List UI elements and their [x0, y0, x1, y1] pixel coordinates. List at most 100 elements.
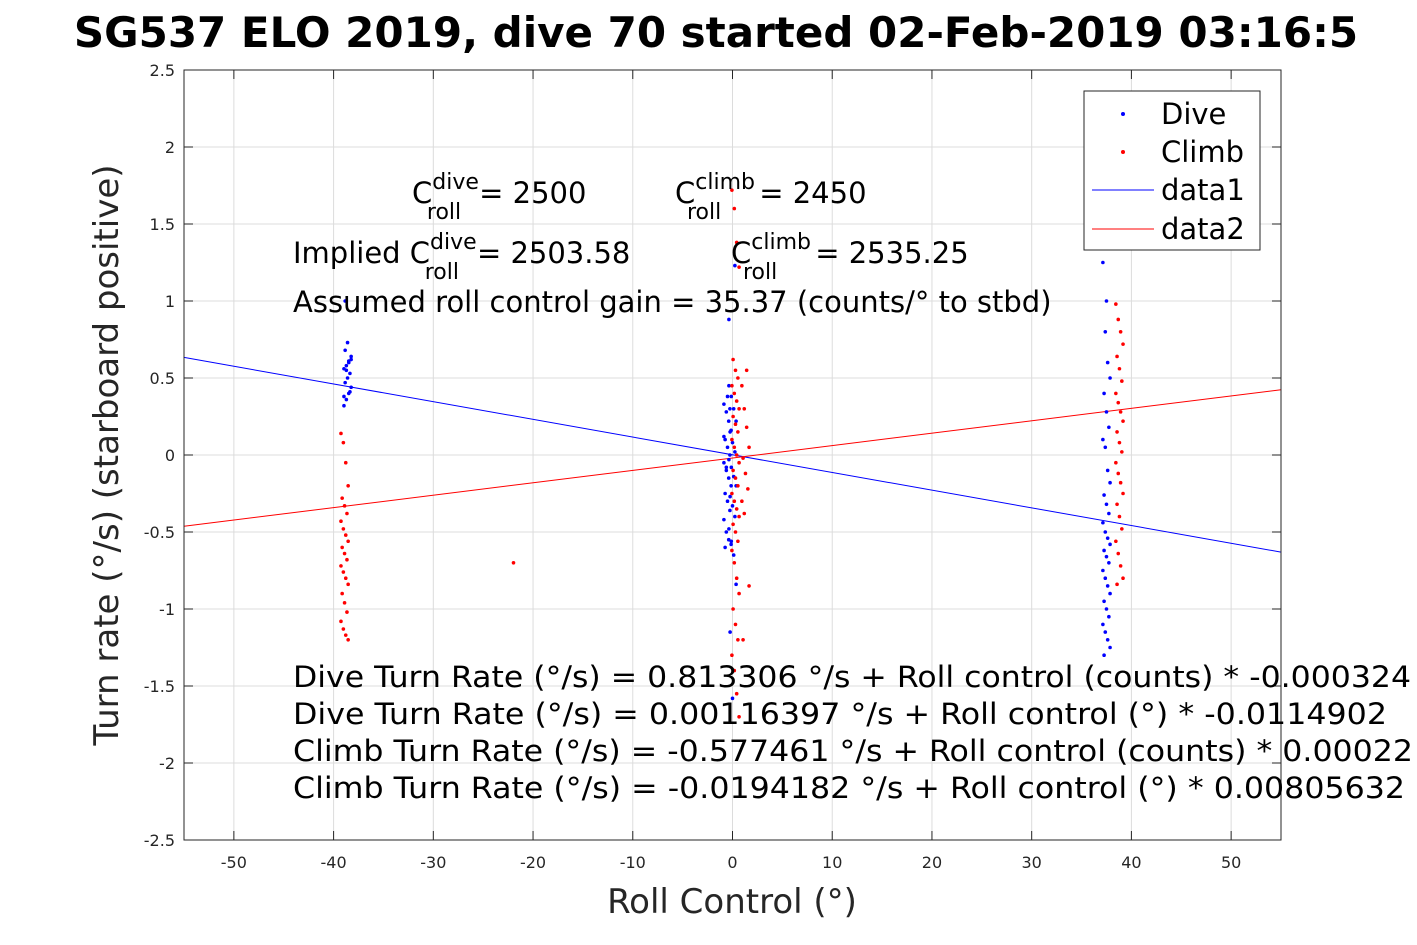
- dive-point: [1102, 599, 1106, 604]
- dive-point: [1103, 445, 1108, 450]
- climb-point: [730, 653, 734, 657]
- y-axis-label: Turn rate (°/s) (starboard positive): [87, 164, 127, 746]
- climb-point: [747, 584, 751, 588]
- y-tick-label: 0.5: [150, 369, 175, 388]
- climb-point: [743, 471, 748, 476]
- dive-point: [722, 402, 726, 406]
- c-climb-annotation: Cclimb roll = 2450: [675, 170, 867, 225]
- equation-1: Dive Turn Rate (°/s) = 0.813306 °/s + Ro…: [293, 660, 1411, 694]
- climb-point: [343, 633, 348, 637]
- implied-dive-sup: dive: [430, 230, 477, 255]
- climb-point: [744, 368, 749, 373]
- climb-point: [1117, 440, 1122, 445]
- c-climb-sup: climb: [695, 170, 755, 195]
- dive-point: [734, 419, 738, 423]
- dive-point: [723, 491, 727, 496]
- dive-point: [729, 539, 734, 544]
- climb-point: [746, 487, 750, 491]
- legend-data2-label: data2: [1161, 212, 1245, 246]
- dive-point: [727, 457, 731, 462]
- climb-point: [736, 638, 740, 642]
- climb-point: [342, 551, 347, 556]
- axis-ticks: -50 -40 -30 -20 -10 0 10 20 30 40 50-2.5-2-1.5-1-0…: [144, 61, 1281, 872]
- c-dive-sub: roll: [427, 200, 461, 225]
- dive-point: [729, 542, 733, 547]
- x-axis-label: Roll Control (°): [607, 882, 857, 922]
- dive-point: [729, 484, 733, 488]
- implied-climb-label: C: [731, 236, 751, 270]
- dive-point: [1108, 480, 1112, 485]
- y-tick-label: -2.5: [144, 831, 175, 850]
- climb-point: [732, 499, 737, 504]
- climb-point: [1114, 302, 1118, 306]
- climb-point: [341, 627, 346, 631]
- dive-point: [1101, 520, 1105, 525]
- equation-4: Climb Turn Rate (°/s) = -0.0194182 °/s +…: [293, 771, 1405, 805]
- dive-point: [1104, 299, 1109, 303]
- dive-point: [1103, 530, 1108, 534]
- dive-point: [1108, 542, 1112, 547]
- climb-point: [733, 622, 738, 627]
- climb-point: [343, 533, 348, 537]
- dive-point: [730, 504, 735, 508]
- dive-point: [728, 453, 732, 457]
- climb-point: [732, 391, 737, 396]
- climb-point: [733, 476, 738, 480]
- dive-point: [1107, 511, 1111, 516]
- climb-point: [1118, 410, 1123, 414]
- equation-3: Climb Turn Rate (°/s) = -0.577461 °/s + …: [293, 734, 1413, 768]
- climb-point: [1116, 551, 1121, 556]
- climb-point: [737, 460, 741, 465]
- climb-point: [1116, 471, 1121, 476]
- y-tick-label: 0: [165, 446, 175, 465]
- climb-point: [342, 601, 347, 605]
- dive-point: [1101, 437, 1105, 442]
- implied-prefix: Implied C: [293, 236, 430, 270]
- gain-annotation: Assumed roll control gain = 35.37 (count…: [293, 285, 1052, 319]
- dive-point: [1107, 614, 1111, 619]
- dive-point: [725, 445, 730, 450]
- dive-point: [725, 499, 730, 504]
- climb-point: [736, 484, 740, 488]
- dive-point: [1104, 607, 1109, 611]
- climb-point: [731, 357, 735, 362]
- climb-point: [1120, 527, 1124, 531]
- dive-point: [1101, 568, 1105, 573]
- y-tick-label: -1.5: [144, 677, 175, 696]
- dive-point: [342, 403, 346, 408]
- climb-point: [733, 368, 738, 373]
- climb-point: [1114, 391, 1118, 396]
- climb-point: [1121, 342, 1125, 346]
- climb-point: [1121, 576, 1125, 580]
- climb-point: [342, 504, 347, 508]
- climb-point: [1120, 379, 1124, 383]
- dive-point: [726, 419, 731, 423]
- legend: Dive Climb data1 data2: [1083, 90, 1261, 251]
- climb-point: [732, 561, 737, 565]
- x-tick-label: -20: [520, 853, 546, 872]
- dive-point: [342, 394, 346, 399]
- equation-2: Dive Turn Rate (°/s) = 0.00116397 °/s + …: [293, 697, 1387, 731]
- climb-point: [742, 511, 747, 516]
- dive-point: [733, 514, 737, 519]
- dive-point: [1103, 630, 1108, 634]
- dive-point: [728, 630, 732, 634]
- climb-point: [742, 407, 747, 411]
- climb-point: [737, 265, 741, 269]
- y-tick-label: 1.5: [150, 215, 175, 234]
- dive-point: [728, 430, 732, 434]
- climb-point: [734, 691, 739, 696]
- climb-point: [730, 491, 734, 496]
- c-climb-value: = 2450: [759, 176, 866, 210]
- climb-point: [734, 576, 739, 580]
- climb-point: [744, 425, 749, 430]
- dive-point: [722, 434, 726, 439]
- dive-point: [343, 299, 347, 303]
- climb-point: [1121, 491, 1125, 496]
- c-climb-sub: roll: [687, 200, 721, 225]
- dive-point: [734, 582, 738, 587]
- implied-dive-annotation: Implied Cdive roll = 2503.58: [293, 230, 630, 285]
- dive-point: [730, 440, 735, 445]
- climb-point: [734, 240, 739, 245]
